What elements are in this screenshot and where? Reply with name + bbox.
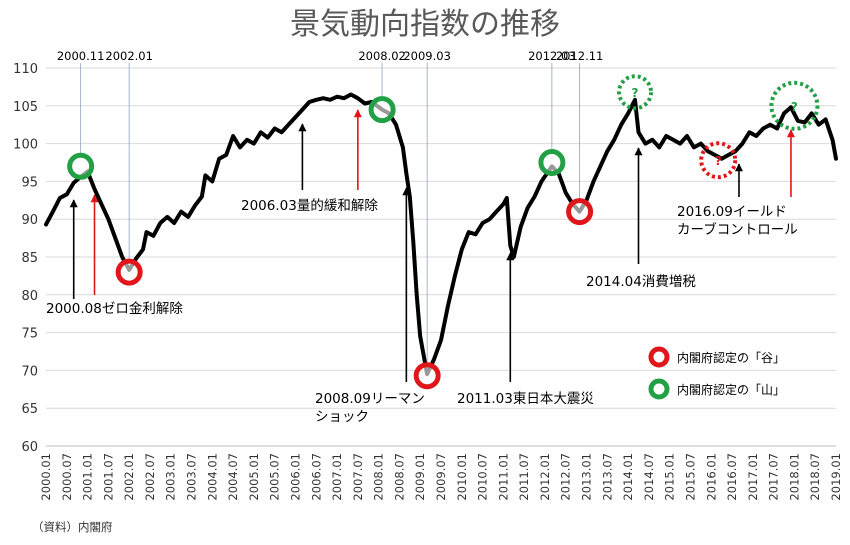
trough-marker — [413, 362, 441, 390]
y-tick-label: 90 — [21, 213, 38, 228]
gridlines — [46, 67, 836, 447]
x-tick-label: 2009.07 — [434, 453, 448, 501]
series-line — [44, 92, 838, 377]
x-tick-label: 2008.07 — [392, 453, 406, 501]
marker-question-label: ? — [791, 100, 798, 114]
x-tick-label: 2015.07 — [683, 453, 697, 501]
legend-label: 内閣府認定の「谷」 — [677, 350, 785, 365]
x-tick-label: 2013.01 — [580, 453, 594, 501]
x-tick-label: 2002.07 — [143, 453, 157, 501]
x-tick-label: 2008.01 — [372, 453, 386, 501]
x-tick-label: 2004.07 — [226, 453, 240, 501]
x-tick-label: 2014.07 — [642, 453, 656, 501]
x-tick-label: 2016.07 — [725, 453, 739, 501]
trough-marker — [566, 198, 594, 226]
x-tick-label: 2009.01 — [413, 453, 427, 501]
x-tick-label: 2007.01 — [330, 453, 344, 501]
x-tick-label: 2019.01 — [829, 453, 843, 501]
date-label: 2012.11 — [556, 49, 604, 63]
event-annotation-label: 2016.09イールド — [677, 204, 787, 220]
x-tick-label: 2002.01 — [122, 453, 136, 501]
x-tick-label: 2010.01 — [455, 453, 469, 501]
legend: 内閣府認定の「谷」内閣府認定の「山」 — [648, 346, 785, 400]
y-tick-label: 100 — [13, 138, 38, 153]
x-tick-label: 2001.01 — [81, 453, 95, 501]
x-tick-label: 2007.07 — [351, 453, 365, 501]
legend-label: 内閣府認定の「山」 — [677, 382, 785, 397]
date-label: 2012.03 — [528, 49, 576, 63]
y-tick-label: 95 — [21, 175, 38, 190]
x-axis: 2000.01 2000.07 2001.01 2001.07 2002.01 2002.… — [39, 453, 843, 501]
x-tick-label: 2006.07 — [309, 453, 323, 501]
chart-title: 景気動向指数の推移 — [290, 7, 560, 42]
y-tick-label: 105 — [13, 100, 38, 115]
event-annotation-label: 2006.03量的緩和解除 — [241, 198, 378, 214]
x-tick-label: 2003.01 — [164, 453, 178, 501]
x-tick-label: 2018.07 — [808, 453, 822, 501]
x-tick-label: 2015.01 — [663, 453, 677, 501]
y-tick-label: 65 — [21, 402, 38, 417]
y-tick-label: 60 — [21, 440, 38, 455]
event-arrows — [69, 109, 795, 382]
peak-marker — [368, 96, 396, 124]
x-tick-label: 2012.07 — [559, 453, 573, 501]
event-annotation-label: 2011.03東日本大震災 — [457, 391, 594, 407]
x-tick-label: 2005.01 — [247, 453, 261, 501]
date-label: 2008.02 — [358, 49, 406, 63]
y-tick-label: 110 — [13, 62, 38, 77]
trough-marker — [115, 258, 143, 286]
legend-swatch — [648, 346, 670, 368]
x-tick-label: 2013.07 — [600, 453, 614, 501]
y-axis: 60 65 70 75 80 85 90 95 100 105 110 — [13, 62, 38, 455]
x-tick-label: 2018.01 — [787, 453, 801, 501]
peak-marker — [538, 149, 566, 176]
event-annotation-label: 2008.09リーマン — [315, 391, 425, 407]
x-tick-label: 2006.01 — [288, 453, 302, 501]
y-tick-label: 70 — [21, 364, 38, 379]
marker-question-label: ? — [715, 154, 722, 168]
x-tick-label: 2003.07 — [185, 453, 199, 501]
x-tick-label: 2016.01 — [704, 453, 718, 501]
y-tick-label: 85 — [21, 251, 38, 266]
x-tick-label: 2017.07 — [767, 453, 781, 501]
date-label: 2000.11 — [57, 49, 105, 63]
y-tick-label: 80 — [21, 289, 38, 304]
x-tick-label: 2017.01 — [746, 453, 760, 501]
legend-swatch — [648, 378, 670, 400]
event-annotations: 2000.08ゼロ金利解除 2006.03量的緩和解除 2008.09リーマンショッ… — [46, 198, 798, 425]
x-tick-label: 2014.01 — [621, 453, 635, 501]
peak-marker — [769, 80, 820, 131]
peak-marker — [617, 74, 654, 111]
x-tick-label: 2010.07 — [476, 453, 490, 501]
x-tick-label: 2004.01 — [205, 453, 219, 501]
x-tick-label: 2012.01 — [538, 453, 552, 501]
event-annotation-label: カーブコントロール — [677, 221, 798, 238]
marker-question-label: ? — [632, 86, 639, 100]
source-note: （資料）内閣府 — [32, 520, 113, 534]
x-tick-label: 2000.01 — [39, 453, 53, 501]
event-annotation-label: 2014.04消費増税 — [586, 274, 696, 290]
date-label: 2002.01 — [105, 49, 153, 63]
trough-marker — [699, 141, 738, 180]
date-label: 2009.03 — [403, 49, 451, 63]
turning-point-markers: ??? — [67, 74, 820, 390]
x-tick-label: 2001.07 — [101, 453, 115, 501]
event-annotation-label: ショック — [315, 409, 369, 425]
event-annotation-label: 2000.08ゼロ金利解除 — [46, 301, 183, 317]
peak-marker — [67, 152, 95, 180]
x-tick-label: 2011.07 — [517, 453, 531, 501]
x-tick-label: 2000.07 — [60, 453, 74, 501]
y-tick-label: 75 — [21, 327, 38, 342]
series-area — [44, 92, 838, 377]
x-tick-label: 2011.01 — [496, 453, 510, 501]
x-tick-label: 2005.07 — [268, 453, 282, 501]
